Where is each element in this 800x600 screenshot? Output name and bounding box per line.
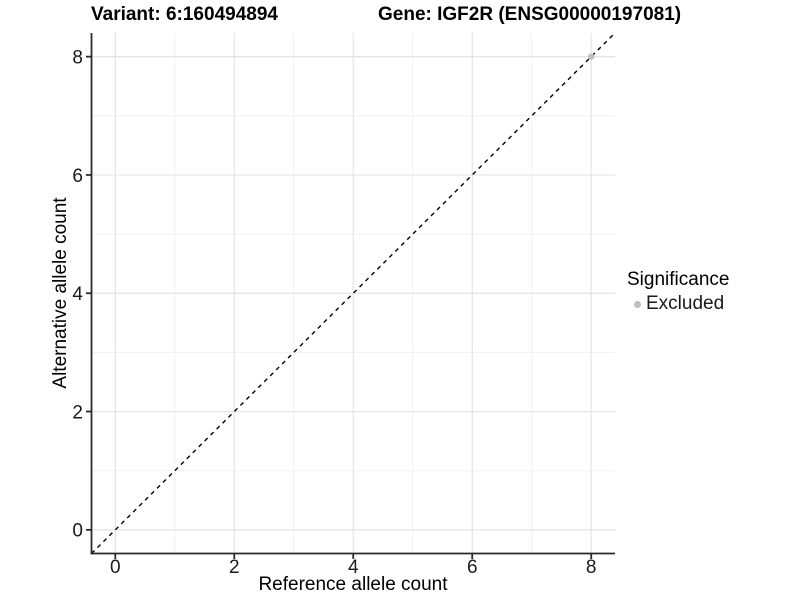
y-tick-label: 8 [72,47,83,68]
legend-title: Significance [627,269,730,290]
plot-title-variant: Variant: 6:160494894 [91,4,278,25]
legend-item-label: Excluded [646,293,725,314]
excluded-point-icon [634,300,641,308]
y-axis-title: Alternative allele count [50,197,71,389]
legend: Significance Excluded [627,269,729,315]
x-tick-label: 4 [348,557,359,578]
legend-item-excluded: Excluded [627,293,729,315]
y-tick-label: 4 [72,284,83,305]
x-tick-label: 8 [586,557,597,578]
plot-title-gene: Gene: IGF2R (ENSG00000197081) [378,4,682,25]
x-tick-label: 6 [467,557,478,578]
x-tick-label: 2 [229,557,240,578]
x-tick-label: 0 [110,557,121,578]
y-tick-label: 6 [72,166,83,187]
y-tick-label: 0 [72,521,83,542]
identity-line [91,32,616,554]
y-tick-label: 2 [72,402,83,423]
x-axis-title: Reference allele count [258,574,448,595]
data-point-excluded [588,53,595,60]
